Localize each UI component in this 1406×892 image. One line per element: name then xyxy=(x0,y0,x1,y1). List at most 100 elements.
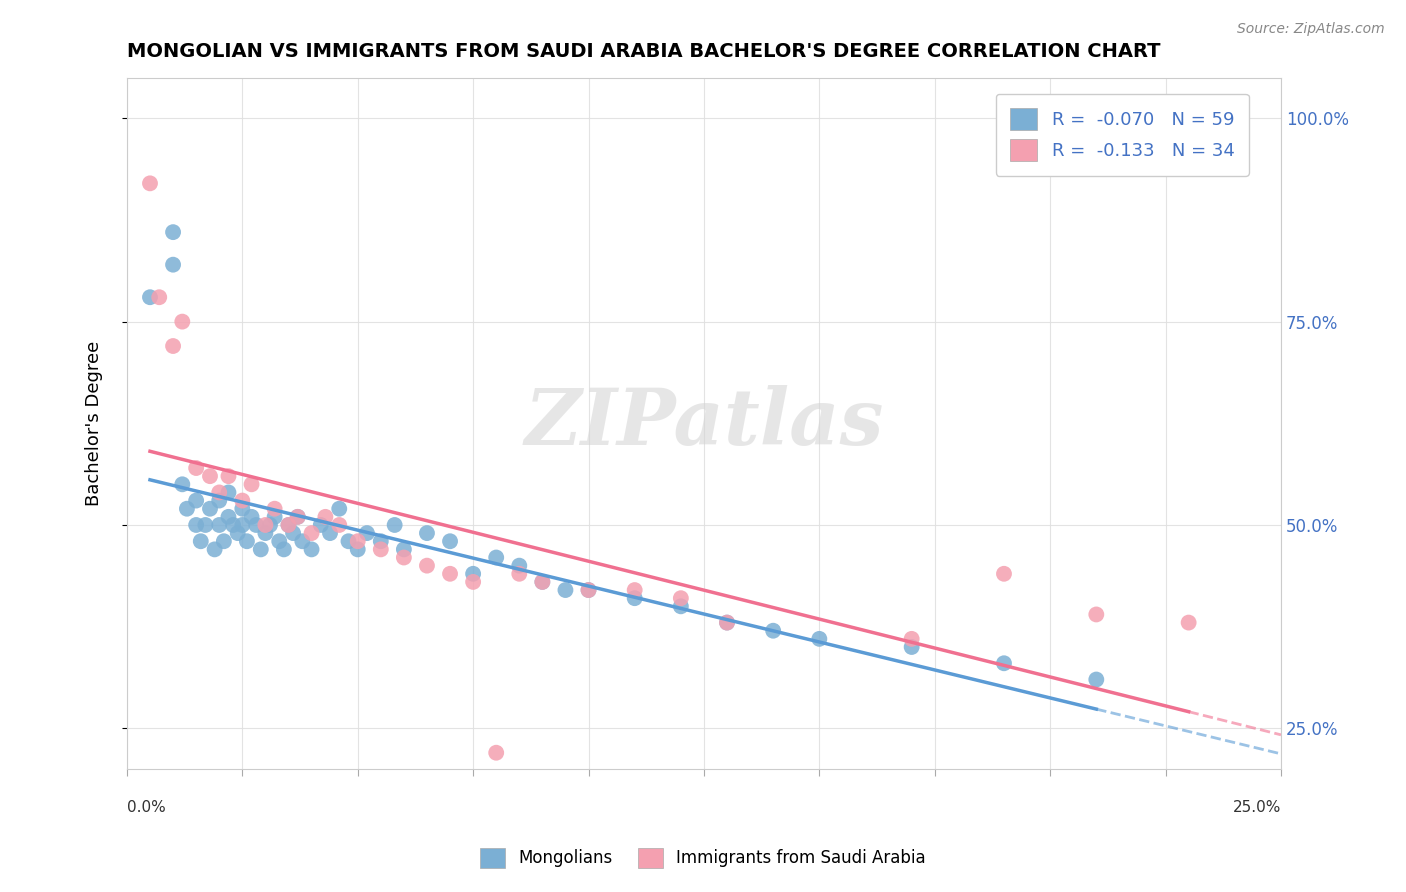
Point xyxy=(669,599,692,614)
Point xyxy=(328,518,350,533)
Point xyxy=(226,526,249,541)
Point xyxy=(314,509,336,524)
Point xyxy=(346,534,368,549)
Point xyxy=(277,518,299,533)
Point xyxy=(716,615,738,630)
Point xyxy=(162,258,184,272)
Point xyxy=(208,518,231,533)
Point xyxy=(669,591,692,606)
Point xyxy=(162,339,184,353)
Point xyxy=(1085,607,1108,622)
Point xyxy=(263,501,285,516)
Point xyxy=(301,542,323,557)
Point xyxy=(328,501,350,516)
Point xyxy=(176,501,198,516)
Point xyxy=(240,477,263,491)
Point xyxy=(204,542,226,557)
Point xyxy=(993,657,1015,671)
Point xyxy=(716,615,738,630)
Legend: R =  -0.070   N = 59, R =  -0.133   N = 34: R = -0.070 N = 59, R = -0.133 N = 34 xyxy=(995,94,1249,176)
Point xyxy=(217,509,239,524)
Point xyxy=(993,566,1015,581)
Point xyxy=(301,526,323,541)
Point xyxy=(277,518,299,533)
Point xyxy=(485,746,508,760)
Point xyxy=(416,526,439,541)
Point xyxy=(531,574,554,589)
Point xyxy=(337,534,360,549)
Point xyxy=(319,526,342,541)
Point xyxy=(370,542,392,557)
Point xyxy=(186,461,208,475)
Point xyxy=(384,518,406,533)
Point xyxy=(900,640,922,654)
Point xyxy=(287,509,309,524)
Point xyxy=(508,558,530,573)
Point xyxy=(554,582,576,597)
Point xyxy=(186,493,208,508)
Point xyxy=(370,534,392,549)
Point xyxy=(485,550,508,565)
Point xyxy=(231,501,253,516)
Point xyxy=(287,509,309,524)
Point xyxy=(208,485,231,500)
Point xyxy=(259,518,281,533)
Point xyxy=(416,558,439,573)
Point xyxy=(217,485,239,500)
Text: Source: ZipAtlas.com: Source: ZipAtlas.com xyxy=(1237,22,1385,37)
Point xyxy=(439,566,461,581)
Point xyxy=(198,501,221,516)
Point xyxy=(291,534,314,549)
Point xyxy=(236,534,259,549)
Point xyxy=(808,632,831,646)
Point xyxy=(231,518,253,533)
Legend: Mongolians, Immigrants from Saudi Arabia: Mongolians, Immigrants from Saudi Arabia xyxy=(474,841,932,875)
Point xyxy=(222,518,245,533)
Point xyxy=(212,534,235,549)
Point xyxy=(172,315,194,329)
Point xyxy=(148,290,170,304)
Point xyxy=(139,290,162,304)
Point xyxy=(578,582,600,597)
Point xyxy=(578,582,600,597)
Point xyxy=(162,225,184,239)
Point xyxy=(245,518,267,533)
Point xyxy=(240,509,263,524)
Point xyxy=(190,534,212,549)
Point xyxy=(1085,673,1108,687)
Point xyxy=(254,518,277,533)
Text: ZIPatlas: ZIPatlas xyxy=(524,385,883,461)
Point xyxy=(900,632,922,646)
Point xyxy=(309,518,332,533)
Point xyxy=(623,591,645,606)
Point xyxy=(356,526,378,541)
Point xyxy=(531,574,554,589)
Point xyxy=(208,493,231,508)
Point xyxy=(249,542,271,557)
Point xyxy=(281,526,304,541)
Point xyxy=(254,526,277,541)
Point xyxy=(263,509,285,524)
Point xyxy=(463,566,485,581)
Point xyxy=(172,477,194,491)
Point xyxy=(439,534,461,549)
Point xyxy=(762,624,785,638)
Point xyxy=(269,534,291,549)
Point xyxy=(392,542,415,557)
Point xyxy=(139,177,162,191)
Text: 25.0%: 25.0% xyxy=(1233,799,1281,814)
Point xyxy=(508,566,530,581)
Point xyxy=(392,550,415,565)
Y-axis label: Bachelor's Degree: Bachelor's Degree xyxy=(86,341,103,506)
Point xyxy=(186,518,208,533)
Point xyxy=(1177,615,1199,630)
Text: 0.0%: 0.0% xyxy=(127,799,166,814)
Point xyxy=(346,542,368,557)
Text: MONGOLIAN VS IMMIGRANTS FROM SAUDI ARABIA BACHELOR'S DEGREE CORRELATION CHART: MONGOLIAN VS IMMIGRANTS FROM SAUDI ARABI… xyxy=(127,42,1160,61)
Point xyxy=(194,518,217,533)
Point xyxy=(623,582,645,597)
Point xyxy=(217,469,239,483)
Point xyxy=(273,542,295,557)
Point xyxy=(198,469,221,483)
Point xyxy=(463,574,485,589)
